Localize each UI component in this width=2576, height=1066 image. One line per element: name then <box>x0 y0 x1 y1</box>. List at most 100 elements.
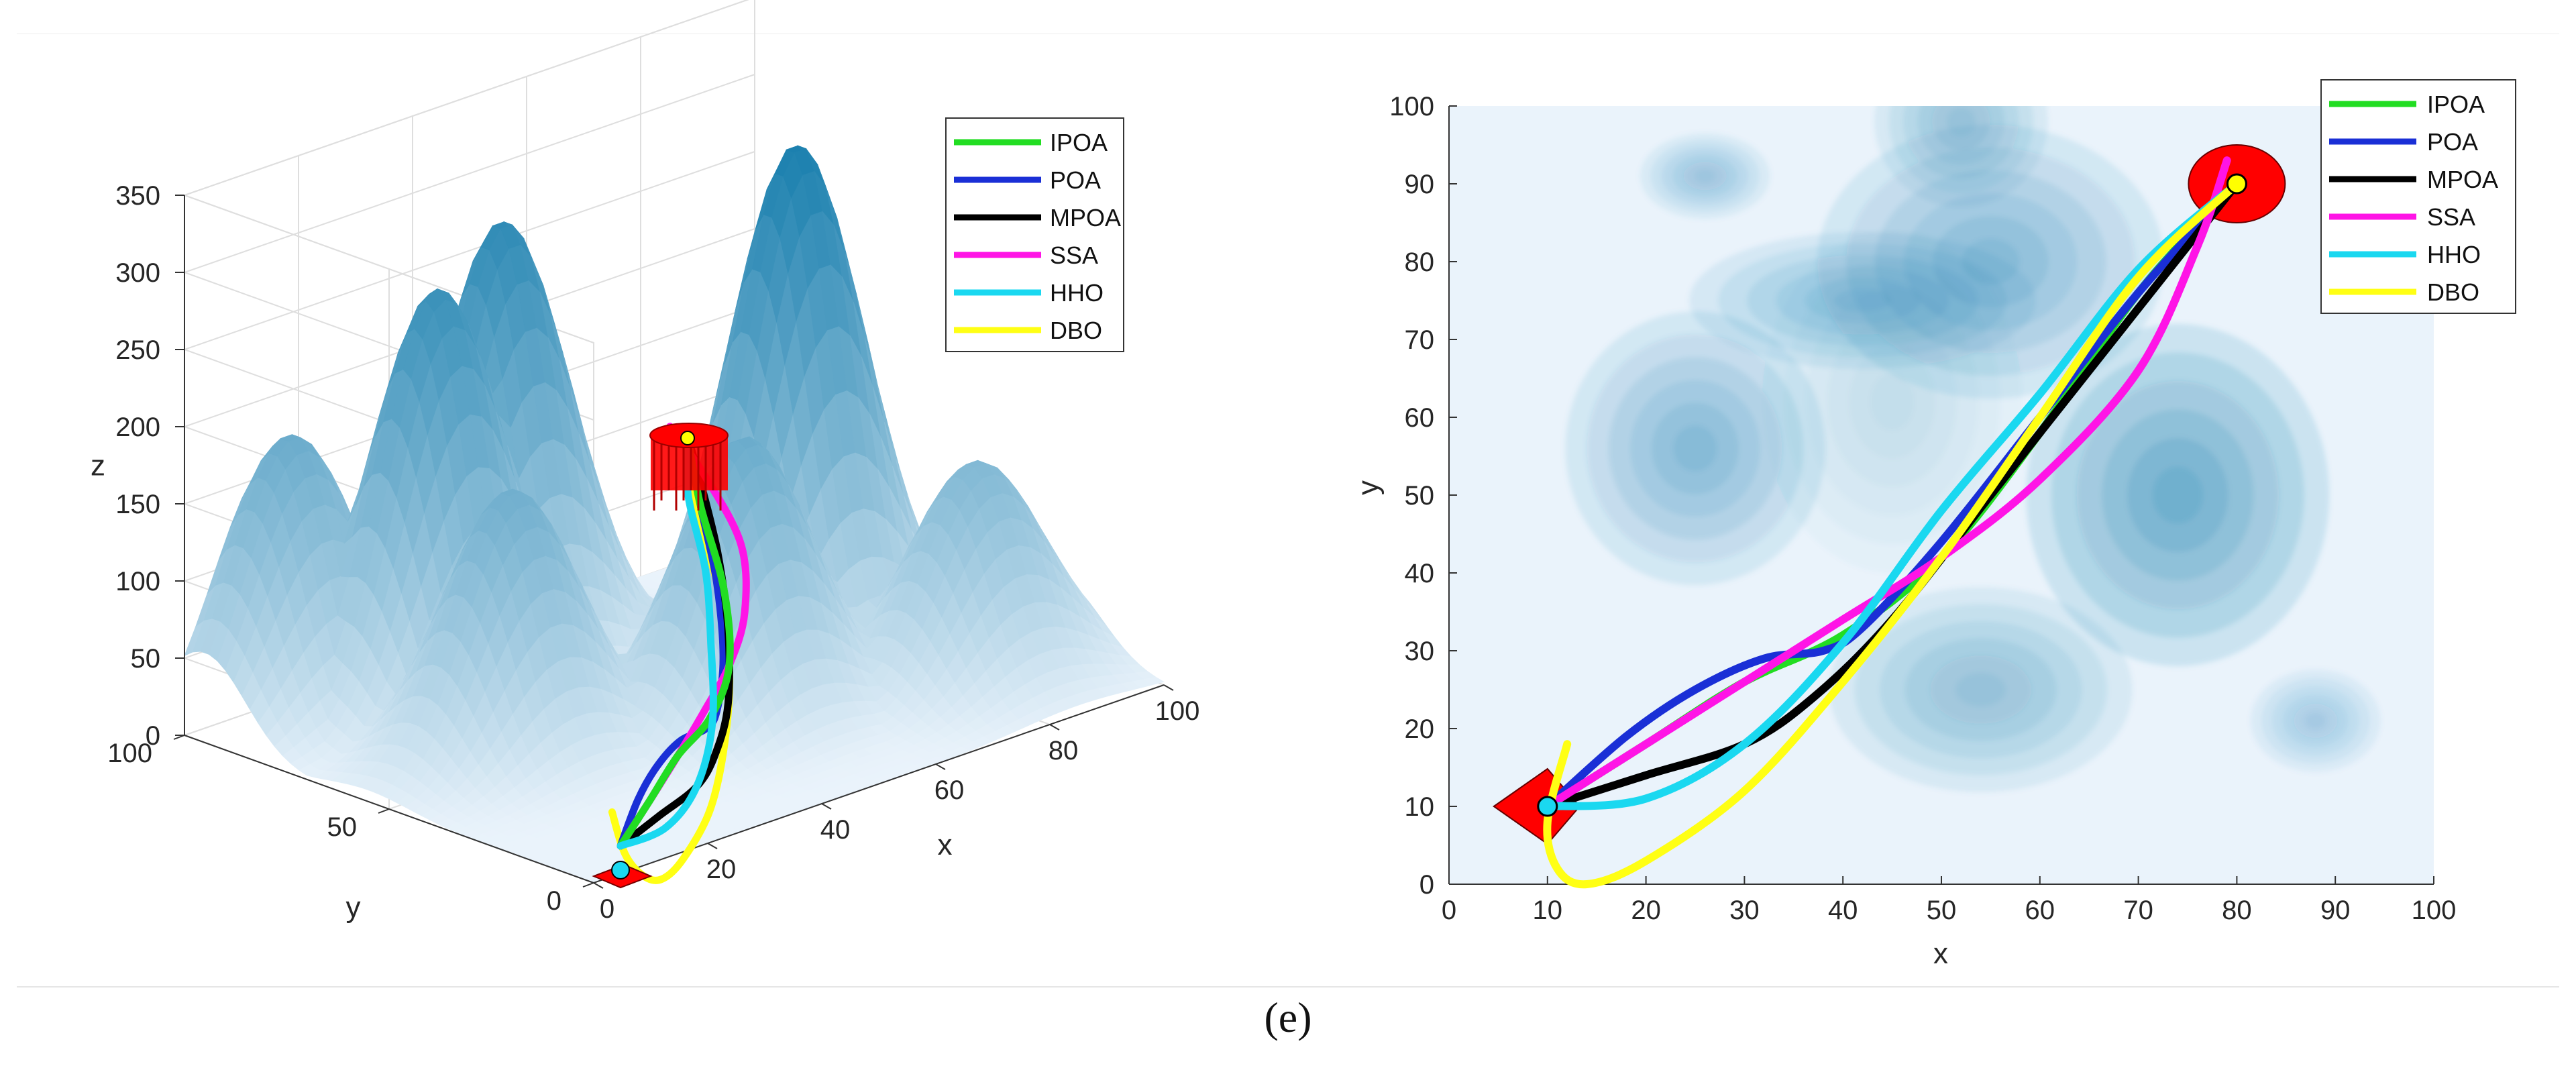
x-axis-label-3d: x <box>938 829 953 861</box>
y-tick-label: 100 <box>1389 92 1434 121</box>
legend-label-3d: HHO <box>1050 279 1104 307</box>
y-tick-label: 70 <box>1405 325 1435 355</box>
x-tick-label: 0 <box>1442 896 1456 925</box>
z-axis-label-3d: z <box>91 449 105 482</box>
goal-point-3d <box>680 431 695 445</box>
legend-label: IPOA <box>2427 91 2485 118</box>
legend-3d: IPOA POA MPOA SSA HHO DBO <box>945 117 1124 352</box>
terrain-heatmap <box>1449 106 2434 884</box>
y-tick-label-3d: 0 <box>547 886 561 916</box>
z-tick-label-3d: 250 <box>115 335 160 365</box>
x-tick-label: 40 <box>1828 896 1858 925</box>
surface-3d-panel: 0 20 40 60 80 100 0 50 100 0 50 100 150 200 250 300 350 … <box>17 0 1285 987</box>
x-tick-label: 10 <box>1533 896 1563 925</box>
legend-entry: IPOA <box>2329 91 2485 118</box>
legend-label: HHO <box>2427 241 2481 268</box>
y-tick-label-3d: 100 <box>107 739 152 768</box>
y-tick-label: 30 <box>1405 637 1435 666</box>
goal-point <box>2226 173 2247 195</box>
paths-3d <box>608 423 750 884</box>
x-tick-label: 30 <box>1729 896 1760 925</box>
legend-label: MPOA <box>2427 166 2498 193</box>
terrain-blob <box>1833 288 1892 313</box>
path-3d-hho <box>616 433 717 850</box>
legend-entry-3d: MPOA <box>954 204 1121 231</box>
z-tick-label-3d: 200 <box>115 413 160 442</box>
plan-view-chart: 0 10 20 30 40 50 60 70 80 90 100 0 10 20 30 40 50 60 70 80 9… <box>1352 79 2516 970</box>
terrain-blob <box>1955 672 2006 707</box>
z-tick-label-3d: 350 <box>115 181 160 211</box>
legend-entry: SSA <box>2329 203 2475 231</box>
x-tick-label: 90 <box>2320 896 2351 925</box>
figure-caption: (e) <box>1264 994 1312 1041</box>
x-tick-label: 80 <box>2222 896 2252 925</box>
y-tick-label: 80 <box>1405 248 1435 277</box>
start-point-3d <box>611 861 630 880</box>
plan-view-axes: 0 10 20 30 40 50 60 70 80 90 100 0 10 20 30 40 50 60 70 80 9… <box>1389 92 2456 925</box>
legend-2d: IPOA POA MPOA SSA HHO DBO <box>2320 79 2516 314</box>
y-tick-label-3d: 50 <box>327 812 358 842</box>
terrain-blob <box>1870 373 1914 430</box>
y-axis-label-3d: y <box>346 891 361 924</box>
z-tick-label-3d: 0 <box>146 721 160 751</box>
legend-entry-3d: HHO <box>954 279 1104 307</box>
terrain-blob <box>1673 425 1717 472</box>
legend-label: DBO <box>2427 278 2479 306</box>
x-axis-label: x <box>1933 937 1948 970</box>
x-tick-label-3d: 100 <box>1155 696 1200 726</box>
y-tick-label: 10 <box>1405 792 1435 822</box>
z-tick-label-3d: 50 <box>131 644 161 674</box>
plan-view-panel: 0 10 20 30 40 50 60 70 80 90 100 0 10 20 30 40 50 60 70 80 9… <box>1285 34 2559 987</box>
legend-label-3d: DBO <box>1050 317 1102 344</box>
z-tick-label-3d: 100 <box>115 567 160 596</box>
path-poa <box>1543 180 2241 810</box>
z-tick-label-3d: 300 <box>115 258 160 288</box>
y-tick-label: 50 <box>1405 481 1435 511</box>
legend-entry: MPOA <box>2329 166 2498 193</box>
legend-entry: DBO <box>2329 278 2479 306</box>
legend-label: SSA <box>2427 203 2475 231</box>
terrain-blob <box>2152 466 2203 524</box>
x-tick-label-3d: 0 <box>600 894 614 924</box>
x-tick-label-3d: 20 <box>706 855 737 884</box>
legend-label-3d: POA <box>1050 166 1101 194</box>
y-tick-label: 20 <box>1405 714 1435 744</box>
legend-entry: POA <box>2329 128 2478 156</box>
terrain-blob <box>2304 712 2326 730</box>
path-3d-mpoa <box>616 433 733 850</box>
legend-entry: HHO <box>2329 241 2481 268</box>
y-tick-label: 90 <box>1405 170 1435 199</box>
start-point <box>1537 796 1558 817</box>
x-tick-label-3d: 60 <box>934 776 965 805</box>
x-tick-label: 50 <box>1927 896 1957 925</box>
markers-3d <box>592 423 729 889</box>
x-tick-label-3d: 80 <box>1049 736 1079 765</box>
legend-label-3d: IPOA <box>1050 129 1108 156</box>
path-hho <box>1543 180 2241 810</box>
y-tick-label: 40 <box>1405 559 1435 588</box>
legend-entry-3d: POA <box>954 166 1101 194</box>
paths-2d <box>1543 156 2241 889</box>
terrain-blob <box>1694 168 1716 184</box>
legend-entry-3d: IPOA <box>954 129 1108 156</box>
x-tick-label-3d: 40 <box>820 815 851 845</box>
z-tick-label-3d: 150 <box>115 490 160 519</box>
legend-label: POA <box>2427 128 2478 156</box>
y-axis-label: y <box>1352 480 1385 495</box>
y-tick-label: 60 <box>1405 403 1435 433</box>
legend-label-3d: SSA <box>1050 242 1098 269</box>
surface-3d-chart: 020406080100050100050100150200250300350 … <box>91 0 1199 924</box>
figure-divider <box>17 986 2559 988</box>
legend-entry-3d: DBO <box>954 317 1102 344</box>
legend-entry-3d: SSA <box>954 242 1098 269</box>
x-tick-label: 20 <box>1631 896 1661 925</box>
y-tick-label: 0 <box>1419 870 1434 900</box>
path-dbo <box>1543 180 2241 889</box>
x-tick-label: 60 <box>2025 896 2055 925</box>
legend-label-3d: MPOA <box>1050 204 1121 231</box>
path-3d-ipoa <box>616 433 734 850</box>
x-tick-label: 70 <box>2123 896 2153 925</box>
x-tick-label: 100 <box>2412 896 2457 925</box>
markers-2d-front <box>1537 173 2247 817</box>
